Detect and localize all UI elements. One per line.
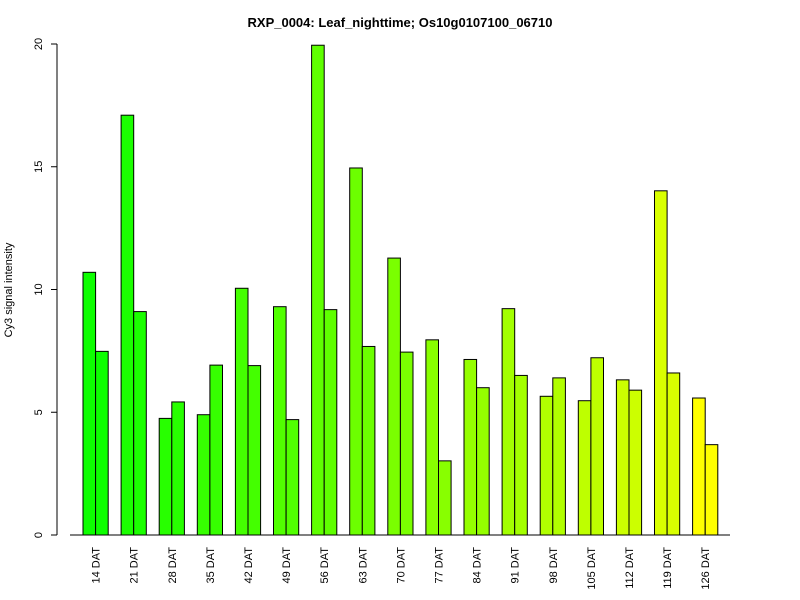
x-tick-label: 119 DAT <box>662 547 674 589</box>
bar <box>615 379 630 536</box>
bar <box>399 351 414 536</box>
bar <box>323 309 338 536</box>
bar <box>349 167 363 536</box>
x-tick-label: 14 DAT <box>91 547 103 584</box>
bar <box>463 358 478 536</box>
bar <box>501 308 516 536</box>
y-tick-label: 20 <box>33 38 45 50</box>
y-tick-label: 5 <box>33 409 45 415</box>
bar <box>577 400 592 536</box>
x-tick-label: 49 DAT <box>281 547 293 584</box>
bar <box>590 357 605 536</box>
x-tick-label: 56 DAT <box>319 547 331 584</box>
bar <box>425 339 439 536</box>
x-tick-label: 35 DAT <box>205 547 217 584</box>
bar <box>692 397 706 536</box>
x-tick-label: 21 DAT <box>129 547 141 584</box>
x-tick-label: 112 DAT <box>624 547 636 589</box>
bar <box>196 414 211 536</box>
bar <box>514 374 528 536</box>
bar <box>234 287 249 536</box>
bar <box>311 44 325 536</box>
bar <box>95 350 109 536</box>
bar <box>82 271 97 536</box>
bar <box>171 401 185 536</box>
bar <box>133 311 147 536</box>
x-axis: 14 DAT 21 DAT 28 DAT 35 DAT 42 DAT 49 DAT 56 D… <box>70 534 730 590</box>
bar <box>158 417 173 536</box>
bar <box>438 460 452 536</box>
bar <box>209 364 223 536</box>
bar <box>120 114 135 536</box>
x-tick-label: 28 DAT <box>167 547 179 584</box>
chart-title: RXP_0004: Leaf_nighttime; Os10g0107100_0… <box>248 15 553 30</box>
x-tick-label: 84 DAT <box>472 547 484 584</box>
y-axis: 0 5 10 15 20 <box>33 38 58 538</box>
x-tick-label: 98 DAT <box>548 547 560 584</box>
bar <box>666 372 681 536</box>
x-tick-label: 91 DAT <box>510 547 522 584</box>
bar <box>654 190 668 536</box>
x-tick-label: 70 DAT <box>395 547 407 584</box>
bar <box>361 345 376 536</box>
bar <box>247 365 262 536</box>
x-tick-label: 63 DAT <box>357 547 369 584</box>
x-tick-label: 105 DAT <box>586 547 598 590</box>
bar <box>704 444 719 536</box>
x-tick-label: 77 DAT <box>434 547 446 584</box>
y-tick-label: 15 <box>33 161 45 173</box>
x-tick-label: 126 DAT <box>700 547 712 590</box>
y-axis-label: Cy3 signal intensity <box>3 242 15 337</box>
y-tick-label: 0 <box>33 532 45 538</box>
bar <box>285 419 300 536</box>
bar <box>273 306 287 536</box>
bars <box>82 44 719 536</box>
bar <box>387 257 401 536</box>
bar <box>539 395 554 536</box>
y-tick-label: 10 <box>33 283 45 295</box>
bar <box>552 377 566 536</box>
bar <box>628 389 643 536</box>
bar <box>476 387 490 536</box>
x-tick-label: 42 DAT <box>243 547 255 584</box>
